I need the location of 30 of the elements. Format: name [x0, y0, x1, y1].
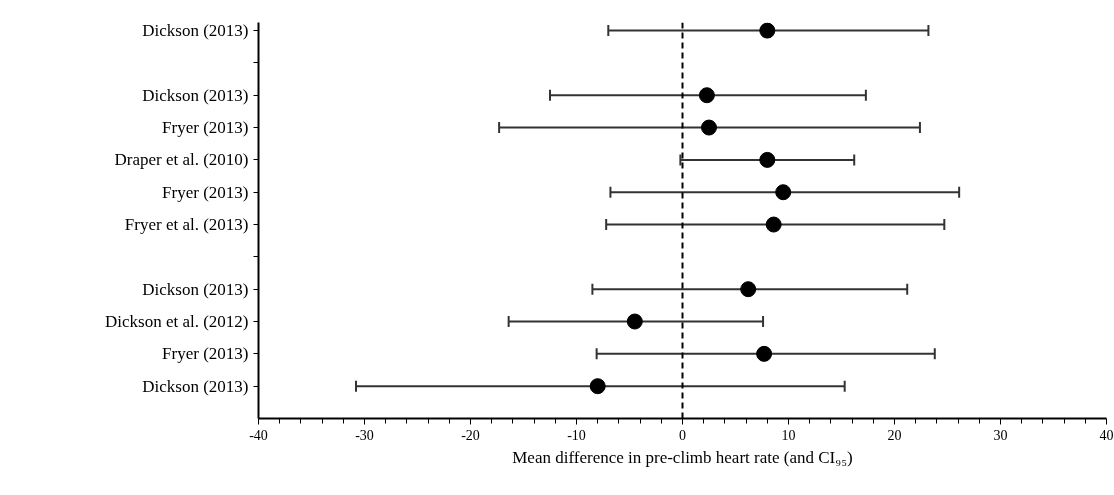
y-tick-label: Fryer et al. (2013) — [124, 215, 249, 235]
point — [740, 281, 757, 298]
y-tick-label: Dickson (2013) — [142, 279, 249, 299]
y-tick-label: Dickson (2013) — [142, 21, 249, 41]
point — [589, 378, 606, 395]
y-tick-label: Draper et al. (2010) — [114, 150, 249, 170]
x-tick-label: -20 — [461, 427, 480, 443]
y-tick-label: Fryer (2013) — [162, 344, 249, 364]
x-tick-label: -40 — [249, 427, 268, 443]
x-tick-label: 10 — [781, 427, 796, 443]
x-tick-label: -30 — [355, 427, 374, 443]
point — [759, 151, 776, 168]
y-tick-label: Dickson (2013) — [142, 85, 249, 105]
y-tick-label: Dickson (2013) — [142, 376, 249, 396]
point — [756, 345, 773, 362]
x-tick-label: 40 — [1099, 427, 1114, 443]
point — [698, 87, 715, 104]
x-tick-label: -10 — [567, 427, 586, 443]
point — [775, 184, 792, 201]
point — [765, 216, 782, 233]
point — [626, 313, 643, 330]
x-tick-label: 30 — [993, 427, 1008, 443]
point — [701, 119, 717, 136]
y-tick-label: Dickson et al. (2012) — [104, 312, 249, 332]
x-axis-title: Mean difference in pre-climb heart rate (and CI₉₅) — [512, 447, 853, 467]
y-tick-label: Fryer (2013) — [162, 118, 249, 138]
x-tick-label: 20 — [887, 427, 902, 443]
x-tick-label: 0 — [679, 427, 686, 443]
y-tick-label: Fryer (2013) — [162, 182, 249, 202]
point — [759, 22, 776, 39]
